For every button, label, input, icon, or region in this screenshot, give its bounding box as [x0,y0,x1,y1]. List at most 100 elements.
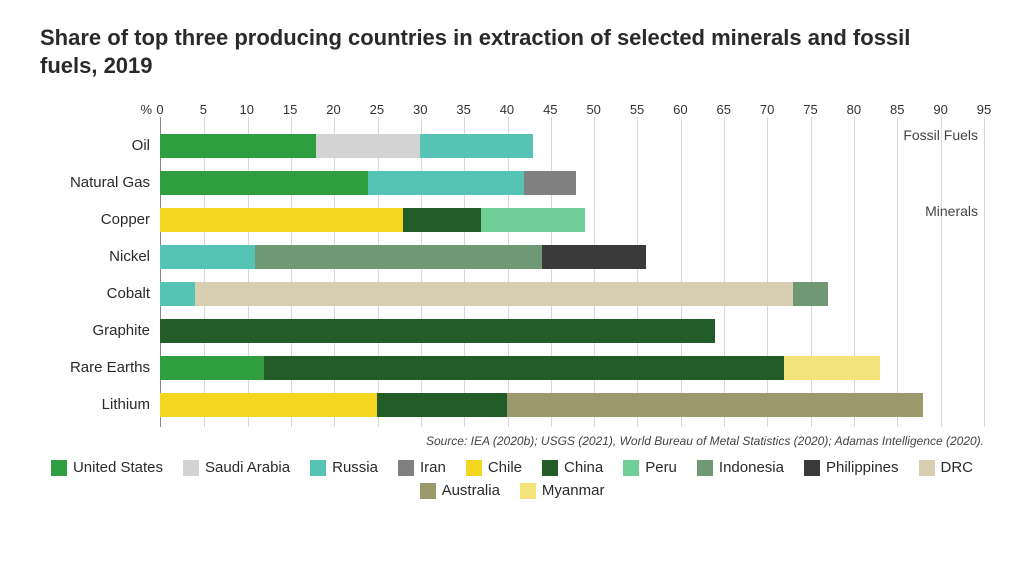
bar-segment-united_states [160,134,316,158]
legend-item-iran: Iran [398,459,446,476]
bar-segment-peru [481,208,585,232]
x-tick: 80 [847,102,861,117]
bar-track [160,245,984,269]
legend-swatch [398,460,414,476]
bar-segment-chile [160,393,377,417]
bar-row: Rare Earths [40,349,984,386]
bar-segment-russia [368,171,524,195]
legend-label: Russia [332,459,378,476]
legend-item-australia: Australia [420,482,500,499]
legend-swatch [466,460,482,476]
bar-track [160,134,984,158]
bar-segment-australia [507,393,923,417]
bar-segment-united_states [160,171,368,195]
x-tick: 35 [456,102,470,117]
x-tick: 10 [240,102,254,117]
source-citation: Source: IEA (2020b); USGS (2021), World … [40,433,984,449]
legend-item-united_states: United States [51,459,163,476]
category-label: Oil [40,138,160,153]
legend-swatch [310,460,326,476]
x-tick: 45 [543,102,557,117]
legend-label: Myanmar [542,482,605,499]
x-tick: 25 [370,102,384,117]
legend-label: Saudi Arabia [205,459,290,476]
bar-row: Cobalt [40,275,984,312]
bar-track [160,393,984,417]
bar-track [160,171,984,195]
x-tick: 15 [283,102,297,117]
legend-label: United States [73,459,163,476]
group-label-fossil: Fossil Fuels [903,127,978,143]
legend-label: DRC [941,459,974,476]
legend-swatch [183,460,199,476]
legend-swatch [804,460,820,476]
category-label: Copper [40,212,160,227]
legend-swatch [520,483,536,499]
bar-segment-china [264,356,784,380]
x-tick: 75 [803,102,817,117]
legend-swatch [51,460,67,476]
legend-label: Australia [442,482,500,499]
bar-track [160,356,984,380]
bar-segment-russia [420,134,533,158]
bar-segment-russia [160,282,195,306]
grid-line [984,117,985,427]
bar-segment-iran [524,171,576,195]
legend-label: Chile [488,459,522,476]
category-label: Cobalt [40,286,160,301]
bar-segment-indonesia [255,245,541,269]
bar-segment-china [377,393,507,417]
bar-segment-indonesia [793,282,828,306]
bar-row: Copper [40,201,984,238]
x-tick: 30 [413,102,427,117]
bar-track [160,208,984,232]
legend-item-russia: Russia [310,459,378,476]
bar-segment-united_states [160,356,264,380]
legend-item-saudi_arabia: Saudi Arabia [183,459,290,476]
group-label-minerals: Minerals [925,203,978,219]
category-label: Lithium [40,397,160,412]
bar-segment-myanmar [784,356,879,380]
legend-swatch [697,460,713,476]
legend-swatch [542,460,558,476]
bar-segment-chile [160,208,403,232]
legend-item-indonesia: Indonesia [697,459,784,476]
bar-segment-china [403,208,481,232]
legend-swatch [919,460,935,476]
bar-segment-china [160,319,715,343]
legend-item-drc: DRC [919,459,974,476]
bar-row: Natural Gas [40,164,984,201]
x-tick: 0 [156,102,163,117]
x-tick: 60 [673,102,687,117]
legend-item-philippines: Philippines [804,459,899,476]
x-tick: 40 [500,102,514,117]
category-label: Graphite [40,323,160,338]
legend-item-myanmar: Myanmar [520,482,605,499]
chart-title: Share of top three producing countries i… [40,24,940,79]
x-tick: 55 [630,102,644,117]
x-tick: 5 [200,102,207,117]
bar-row: Nickel [40,238,984,275]
bar-row: Graphite [40,312,984,349]
legend-item-china: China [542,459,603,476]
legend-item-peru: Peru [623,459,677,476]
legend-label: Philippines [826,459,899,476]
bar-row: Lithium [40,386,984,423]
legend-swatch [623,460,639,476]
bar-segment-russia [160,245,255,269]
x-tick: 65 [717,102,731,117]
category-label: Nickel [40,249,160,264]
bar-segment-philippines [542,245,646,269]
bar-track [160,319,984,343]
x-tick: 70 [760,102,774,117]
legend-label: China [564,459,603,476]
x-axis: % 05101520253035404550556065707580859095 [40,95,984,117]
legend-label: Peru [645,459,677,476]
bar-track [160,282,984,306]
x-tick: 50 [586,102,600,117]
x-tick: 90 [933,102,947,117]
x-tick: 95 [977,102,991,117]
chart: % 05101520253035404550556065707580859095… [40,95,984,427]
legend: United States Saudi Arabia Russia Iran Chile… [40,459,984,499]
legend-label: Indonesia [719,459,784,476]
